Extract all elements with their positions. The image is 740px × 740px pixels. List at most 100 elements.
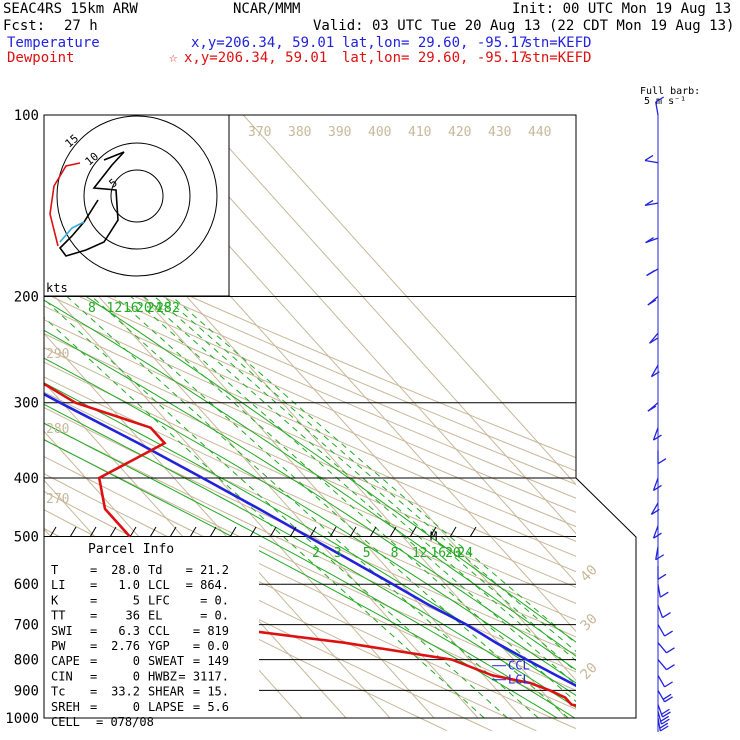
level-hatch xyxy=(69,526,77,538)
wind-barb-shaft xyxy=(652,477,659,491)
wind-barb-shaft xyxy=(657,659,667,671)
dry-adiabat-line xyxy=(44,229,576,459)
parcel-value: 33.2 xyxy=(111,685,140,699)
temperature-latlon: lat,lon= 29.60, -95.17 xyxy=(342,35,528,51)
hodograph-trace xyxy=(58,151,125,257)
wind-barb-flag xyxy=(655,554,665,561)
pressure-tick-label: 100 xyxy=(14,108,39,124)
pressure-tick-label: 400 xyxy=(14,471,39,487)
pressure-tick-label: 200 xyxy=(14,290,39,306)
dry-adiabat-line xyxy=(44,456,576,710)
dewpoint-station: stn=KEFD xyxy=(524,50,592,66)
pressure-tick-label: 600 xyxy=(14,577,39,593)
wind-barb-shaft xyxy=(657,604,664,618)
theta-label: 270 xyxy=(46,492,69,507)
parcel-value: = 21.2 xyxy=(186,563,229,577)
level-hatch xyxy=(289,526,297,538)
wind-barb-flag xyxy=(649,337,658,344)
mixing-ratio-label: 20 xyxy=(136,301,152,316)
wind-barb-flag xyxy=(659,722,669,729)
parcel-eq: = xyxy=(90,609,97,623)
level-hatch xyxy=(229,526,237,538)
wind-barb-flag xyxy=(661,708,670,715)
level-hatch xyxy=(409,526,417,538)
parcel-key: SHEAR xyxy=(148,685,185,699)
hodograph-lowlevel-trace xyxy=(59,221,85,243)
mixing-ratio-label: 28 xyxy=(156,301,172,316)
parcel-key: YGP xyxy=(148,639,170,653)
parcel-eq: = xyxy=(90,669,97,683)
dry-adiabat-line xyxy=(44,376,576,621)
level-hatch xyxy=(89,526,97,538)
wind-barb-shaft xyxy=(657,717,661,732)
wind-barb xyxy=(657,624,673,637)
parcel-value: 0 xyxy=(133,669,140,683)
isotherm-line xyxy=(44,283,435,719)
dry-adiabat-line xyxy=(44,333,576,573)
wind-barb-flag xyxy=(646,269,655,277)
level-hatch xyxy=(269,526,277,538)
parcel-value: 6.3 xyxy=(118,624,140,638)
level-hatch xyxy=(209,526,217,538)
annotation-label: CCL xyxy=(508,659,530,673)
wind-barb-shaft xyxy=(657,690,666,703)
wind-barb-flag xyxy=(653,484,662,491)
wind-barb xyxy=(652,525,662,539)
parcel-key: PW xyxy=(51,639,66,653)
parcel-eq: = xyxy=(90,578,97,592)
level-hatch xyxy=(369,526,377,538)
wind-barb-flag xyxy=(659,725,669,732)
dewpoint-xy: x,y=206.34, 59.01 xyxy=(184,50,328,66)
temperature-line xyxy=(44,392,576,688)
wind-barb xyxy=(657,659,675,671)
theta-label: 390 xyxy=(328,125,351,140)
wind-barb xyxy=(657,604,671,619)
wind-barb-flag xyxy=(662,693,672,700)
theta-label: 290 xyxy=(46,347,69,362)
parcel-value: = 3117. xyxy=(178,669,229,683)
wind-barb-shaft xyxy=(644,202,659,207)
theta-label: 420 xyxy=(448,125,471,140)
wind-barb xyxy=(657,704,671,718)
center-name: NCAR/MMM xyxy=(233,1,301,17)
wind-barb-shaft xyxy=(657,624,666,637)
wind-barb-flag xyxy=(644,154,654,162)
mixing-ratio-line xyxy=(143,296,576,673)
pressure-tick-label: 800 xyxy=(14,653,39,669)
parcel-value: = 15. xyxy=(193,685,229,699)
mixing-ratio-label: 24 xyxy=(147,301,163,316)
parcel-info-box xyxy=(44,537,259,732)
level-hatch xyxy=(129,526,137,538)
mixing-ratio-line xyxy=(171,296,576,644)
mixing-ratio-label: 16 xyxy=(430,546,446,561)
wind-barb-shaft xyxy=(652,427,659,441)
wind-barb-shaft xyxy=(650,502,659,515)
parcel-value: 28.0 xyxy=(111,563,140,577)
level-hatch xyxy=(389,526,397,538)
level-hatch xyxy=(169,526,177,538)
level-hatch xyxy=(309,526,317,538)
mixing-ratio-line xyxy=(163,296,576,653)
parcel-value: = 149 xyxy=(193,654,229,668)
wind-barb-flag xyxy=(657,573,667,580)
barb-key-label: 5 m s⁻¹ xyxy=(644,96,686,107)
pressure-tick-label: 500 xyxy=(14,529,39,545)
parcel-eq: = xyxy=(90,654,97,668)
wind-barb xyxy=(649,332,659,344)
dewpoint-latlon: lat,lon= 29.60, -95.17 xyxy=(342,50,528,66)
hodograph-unit-label: kts xyxy=(46,281,68,295)
parcel-value: 1.0 xyxy=(118,578,140,592)
parcel-key: CCL xyxy=(148,624,170,638)
valid-time: Valid: 03 UTC Tue 20 Aug 13 (22 CDT Mon … xyxy=(313,18,735,34)
wind-barb xyxy=(647,402,659,412)
parcel-eq: = xyxy=(90,624,97,638)
mixing-ratio-line xyxy=(130,296,576,686)
dry-adiabat-line xyxy=(44,279,576,513)
parcel-key: LFC xyxy=(148,593,170,607)
level-hatch xyxy=(249,526,257,538)
mixing-ratio-label: 16 xyxy=(123,301,139,316)
wind-barb-flag xyxy=(644,199,654,206)
wind-barb xyxy=(657,711,670,725)
level-hatch xyxy=(109,526,117,538)
parcel-key: LI xyxy=(51,578,65,592)
